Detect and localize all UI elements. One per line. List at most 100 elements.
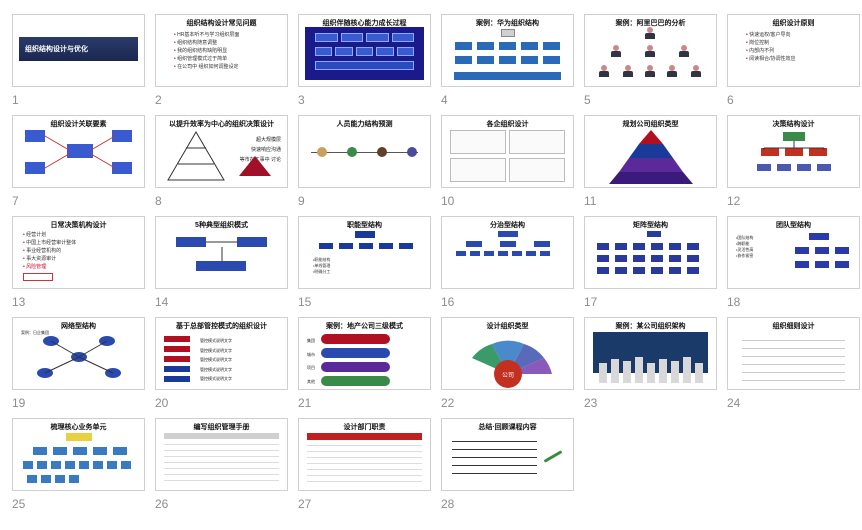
slide-cell[interactable]: 日常决策机构设计 经营计划 中国上市经营审计整体 事业经营机构的 事大资源审计 …: [12, 216, 145, 309]
slide-thumb-13[interactable]: 日常决策机构设计 经营计划 中国上市经营审计整体 事业经营机构的 事大资源审计 …: [12, 216, 145, 289]
bullet: 岗位控制: [746, 39, 853, 47]
bullet-list: HR基本听不与学习组织层面 组织结构随意调整 我的组织结构缺陷明显 组织管理模式…: [174, 31, 281, 71]
slide-title: 组织设计关联要素: [13, 119, 144, 129]
slide-cell[interactable]: 组织结构设计常见问题 HR基本听不与学习组织层面 组织结构随意调整 我的组织结构…: [155, 14, 288, 107]
text-block: •职能结构•单线管理•明确分工: [313, 257, 330, 275]
table-row: [742, 344, 845, 349]
slide-number: 7: [12, 194, 145, 208]
slide-thumb-2[interactable]: 组织结构设计常见问题 HR基本听不与学习组织层面 组织结构随意调整 我的组织结构…: [155, 14, 288, 87]
slide-cell[interactable]: 规划公司组织类型 11: [584, 115, 717, 208]
slide-thumb-18[interactable]: 团队型结构 •团队结构•跨职能•灵活性高•协作紧密: [727, 216, 860, 289]
slide-number: 10: [441, 194, 574, 208]
level-bar: [321, 348, 390, 358]
table-row: [307, 478, 422, 482]
slide-cell[interactable]: 网络型结构 案例：日企集团 19: [12, 317, 145, 410]
pen-icon: [544, 450, 563, 463]
slide-thumb-27[interactable]: 设计部门职责: [298, 418, 431, 491]
slide-thumb-15[interactable]: 职能型结构 •职能结构•单线管理•明确分工: [298, 216, 431, 289]
slide-number: 2: [155, 93, 288, 107]
slide-thumb-7[interactable]: 组织设计关联要素: [12, 115, 145, 188]
bar: [164, 366, 190, 372]
node: [112, 162, 132, 174]
box: [73, 447, 87, 455]
people-chart: [593, 27, 708, 82]
line: [452, 473, 537, 474]
slide-thumb-3[interactable]: 组织伴随核心能力成长过程: [298, 14, 431, 87]
slide-thumb-20[interactable]: 基于总部管控模式的组织设计 管控模式说明文字管控模式说明文字管控模式说明文字管控…: [155, 317, 288, 390]
bullet: HR基本听不与学习组织层面: [174, 31, 281, 39]
slide-cell[interactable]: 梳理核心业务单元 25: [12, 418, 145, 511]
slide-cell[interactable]: 人员能力结构预测 9: [298, 115, 431, 208]
slide-cell[interactable]: 组织设计关联要素 7: [12, 115, 145, 208]
slide-cell[interactable]: 总结·回顾课程内容 28: [441, 418, 574, 511]
slide-thumb-9[interactable]: 人员能力结构预测: [298, 115, 431, 188]
box: [470, 251, 480, 256]
slide-cell[interactable]: 以提升效率为中心的组织决策设计 超大规模层 快速响应沟通 等市在工事中 讨论 8: [155, 115, 288, 208]
slide-cell[interactable]: 团队型结构 •团队结构•跨职能•灵活性高•协作紧密 18: [727, 216, 860, 309]
slide-thumb-28[interactable]: 总结·回顾课程内容: [441, 418, 574, 491]
slide-cell[interactable]: 基于总部管控模式的组织设计 管控模式说明文字管控模式说明文字管控模式说明文字管控…: [155, 317, 288, 410]
slide-thumb-1[interactable]: 组织结构设计与优化: [12, 14, 145, 87]
slide-number: 8: [155, 194, 288, 208]
slide-cell[interactable]: 分治型结构 16: [441, 216, 574, 309]
slide-thumb-4[interactable]: 案例：华为组织结构: [441, 14, 574, 87]
table-row: [164, 465, 279, 469]
bullet: 组织管理模式过于简单: [174, 55, 281, 63]
bullet-list: 快速运权/客户导向 岗位控制 内部内不列 阅读相合/协调性效应: [746, 31, 853, 63]
slide-number: 12: [727, 194, 860, 208]
slide-cell[interactable]: 组织细则设计 24: [727, 317, 860, 410]
bar: [164, 346, 190, 352]
slide-thumb-24[interactable]: 组织细则设计: [727, 317, 860, 390]
table-row: [307, 448, 422, 452]
slide-cell[interactable]: 案例：华为组织结构 4: [441, 14, 574, 107]
slide-cell[interactable]: 组织结构设计与优化 1: [12, 14, 145, 107]
slide-thumb-14[interactable]: 5种典型组织模式: [155, 216, 288, 289]
slide-thumb-10[interactable]: 各企组织设计: [441, 115, 574, 188]
box: [498, 231, 518, 237]
slide-cell[interactable]: 各企组织设计 10: [441, 115, 574, 208]
slide-cell[interactable]: 决策结构设计 12: [727, 115, 860, 208]
bullet: 事大资源审计: [23, 255, 138, 263]
slide-cell[interactable]: 职能型结构 •职能结构•单线管理•明确分工 15: [298, 216, 431, 309]
pyr-label: 快速响应沟通: [251, 146, 281, 153]
slide-title: 日常决策机构设计: [13, 220, 144, 230]
slide-cell[interactable]: 设计组织类型 公司 22: [441, 317, 574, 410]
slide-cell[interactable]: 组织伴随核心能力成长过程 3: [298, 14, 431, 107]
slide-cell[interactable]: 编写组织管理手册 26: [155, 418, 288, 511]
box: [55, 475, 65, 483]
slide-thumb-19[interactable]: 网络型结构 案例：日企集团: [12, 317, 145, 390]
slide-cell[interactable]: 案例：某公司组织架构 23: [584, 317, 717, 410]
box: [51, 461, 61, 469]
slide-cell[interactable]: 矩阵型结构 17: [584, 216, 717, 309]
slide-cell[interactable]: 案例：阿里巴巴的分析 5: [584, 14, 717, 107]
slide-cell[interactable]: 5种典型组织模式 14: [155, 216, 288, 309]
slide-thumb-21[interactable]: 案例：地产公司三级模式 集团城市项目其他: [298, 317, 431, 390]
slide-thumb-6[interactable]: 组织设计原则 快速运权/客户导向 岗位控制 内部内不列 阅读相合/协调性效应: [727, 14, 860, 87]
pyr-label: 超大规模层: [256, 136, 281, 143]
slide-cell[interactable]: 案例：地产公司三级模式 集团城市项目其他 21: [298, 317, 431, 410]
text-block: •团队结构•跨职能•灵活性高•协作紧密: [736, 235, 753, 259]
slide-thumb-5[interactable]: 案例：阿里巴巴的分析: [584, 14, 717, 87]
slide-thumb-23[interactable]: 案例：某公司组织架构: [584, 317, 717, 390]
slide-cell[interactable]: 设计部门职责 27: [298, 418, 431, 511]
highlight-box: [23, 273, 53, 281]
slide-thumb-8[interactable]: 以提升效率为中心的组织决策设计 超大规模层 快速响应沟通 等市在工事中 讨论: [155, 115, 288, 188]
slide-thumb-22[interactable]: 设计组织类型 公司: [441, 317, 574, 390]
box: [456, 251, 466, 256]
bullet-list: 经营计划 中国上市经营审计整体 事业经营机构的 事大资源审计 风险管理: [23, 231, 138, 271]
slide-thumb-25[interactable]: 梳理核心业务单元: [12, 418, 145, 491]
slide-thumb-26[interactable]: 编写组织管理手册: [155, 418, 288, 491]
node: [25, 162, 45, 174]
slide-title: 组织结构设计常见问题: [156, 18, 287, 28]
slide-thumb-11[interactable]: 规划公司组织类型: [584, 115, 717, 188]
slide-cell[interactable]: 组织设计原则 快速运权/客户导向 岗位控制 内部内不列 阅读相合/协调性效应 6: [727, 14, 860, 107]
level-bar: [321, 376, 390, 386]
node: [25, 130, 45, 142]
slide-thumb-16[interactable]: 分治型结构: [441, 216, 574, 289]
box: [359, 243, 373, 249]
slide-thumb-17[interactable]: 矩阵型结构: [584, 216, 717, 289]
slide-number: 15: [298, 295, 431, 309]
slide-number: 3: [298, 93, 431, 107]
col: [659, 359, 667, 383]
slide-thumb-12[interactable]: 决策结构设计: [727, 115, 860, 188]
